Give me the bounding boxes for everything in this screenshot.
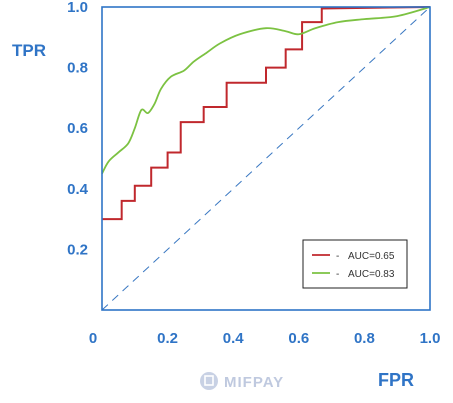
x-tick-label: 0.8 bbox=[354, 330, 375, 347]
x-tick-label: 0.6 bbox=[288, 330, 309, 347]
y-tick-label: 0.6 bbox=[67, 120, 88, 137]
legend-dash-auc-083: - bbox=[336, 269, 339, 280]
watermark-text: MIFPAY bbox=[224, 374, 284, 391]
series-layer bbox=[101, 6, 431, 311]
legend-box bbox=[302, 239, 408, 289]
legend-label-auc-065: AUC=0.65 bbox=[348, 251, 395, 262]
legend-dash-auc-065: - bbox=[336, 251, 339, 262]
y-tick-label: 0.4 bbox=[67, 181, 89, 198]
x-axis-label: FPR bbox=[378, 370, 414, 390]
y-tick-label: 0.2 bbox=[67, 241, 88, 258]
x-tick-label: 0.2 bbox=[157, 330, 178, 347]
y-tick-label: 0.8 bbox=[67, 60, 88, 77]
x-tick-label: 0 bbox=[89, 330, 97, 347]
y-axis-label: TPR bbox=[12, 41, 46, 60]
series-line-auc-065 bbox=[102, 6, 431, 221]
y-tick-label: 1.0 bbox=[67, 0, 88, 16]
x-tick-label: 1.0 bbox=[420, 330, 441, 347]
watermark-logo-mark bbox=[204, 375, 214, 386]
watermark-logo-icon bbox=[200, 372, 218, 390]
ticks-layer: 0 0.2 0.4 0.6 0.8 1.0 0.2 0.4 0.6 0.8 1.0 bbox=[67, 0, 440, 347]
plot-frame bbox=[101, 6, 431, 311]
legend: - AUC=0.65 - AUC=0.83 bbox=[302, 239, 408, 289]
watermark: MIFPAY bbox=[200, 372, 284, 391]
series-line-auc-083 bbox=[101, 6, 431, 175]
series-line-chance-diagonal bbox=[101, 6, 431, 311]
x-tick-label: 0.4 bbox=[223, 330, 245, 347]
legend-label-auc-083: AUC=0.83 bbox=[348, 269, 395, 280]
